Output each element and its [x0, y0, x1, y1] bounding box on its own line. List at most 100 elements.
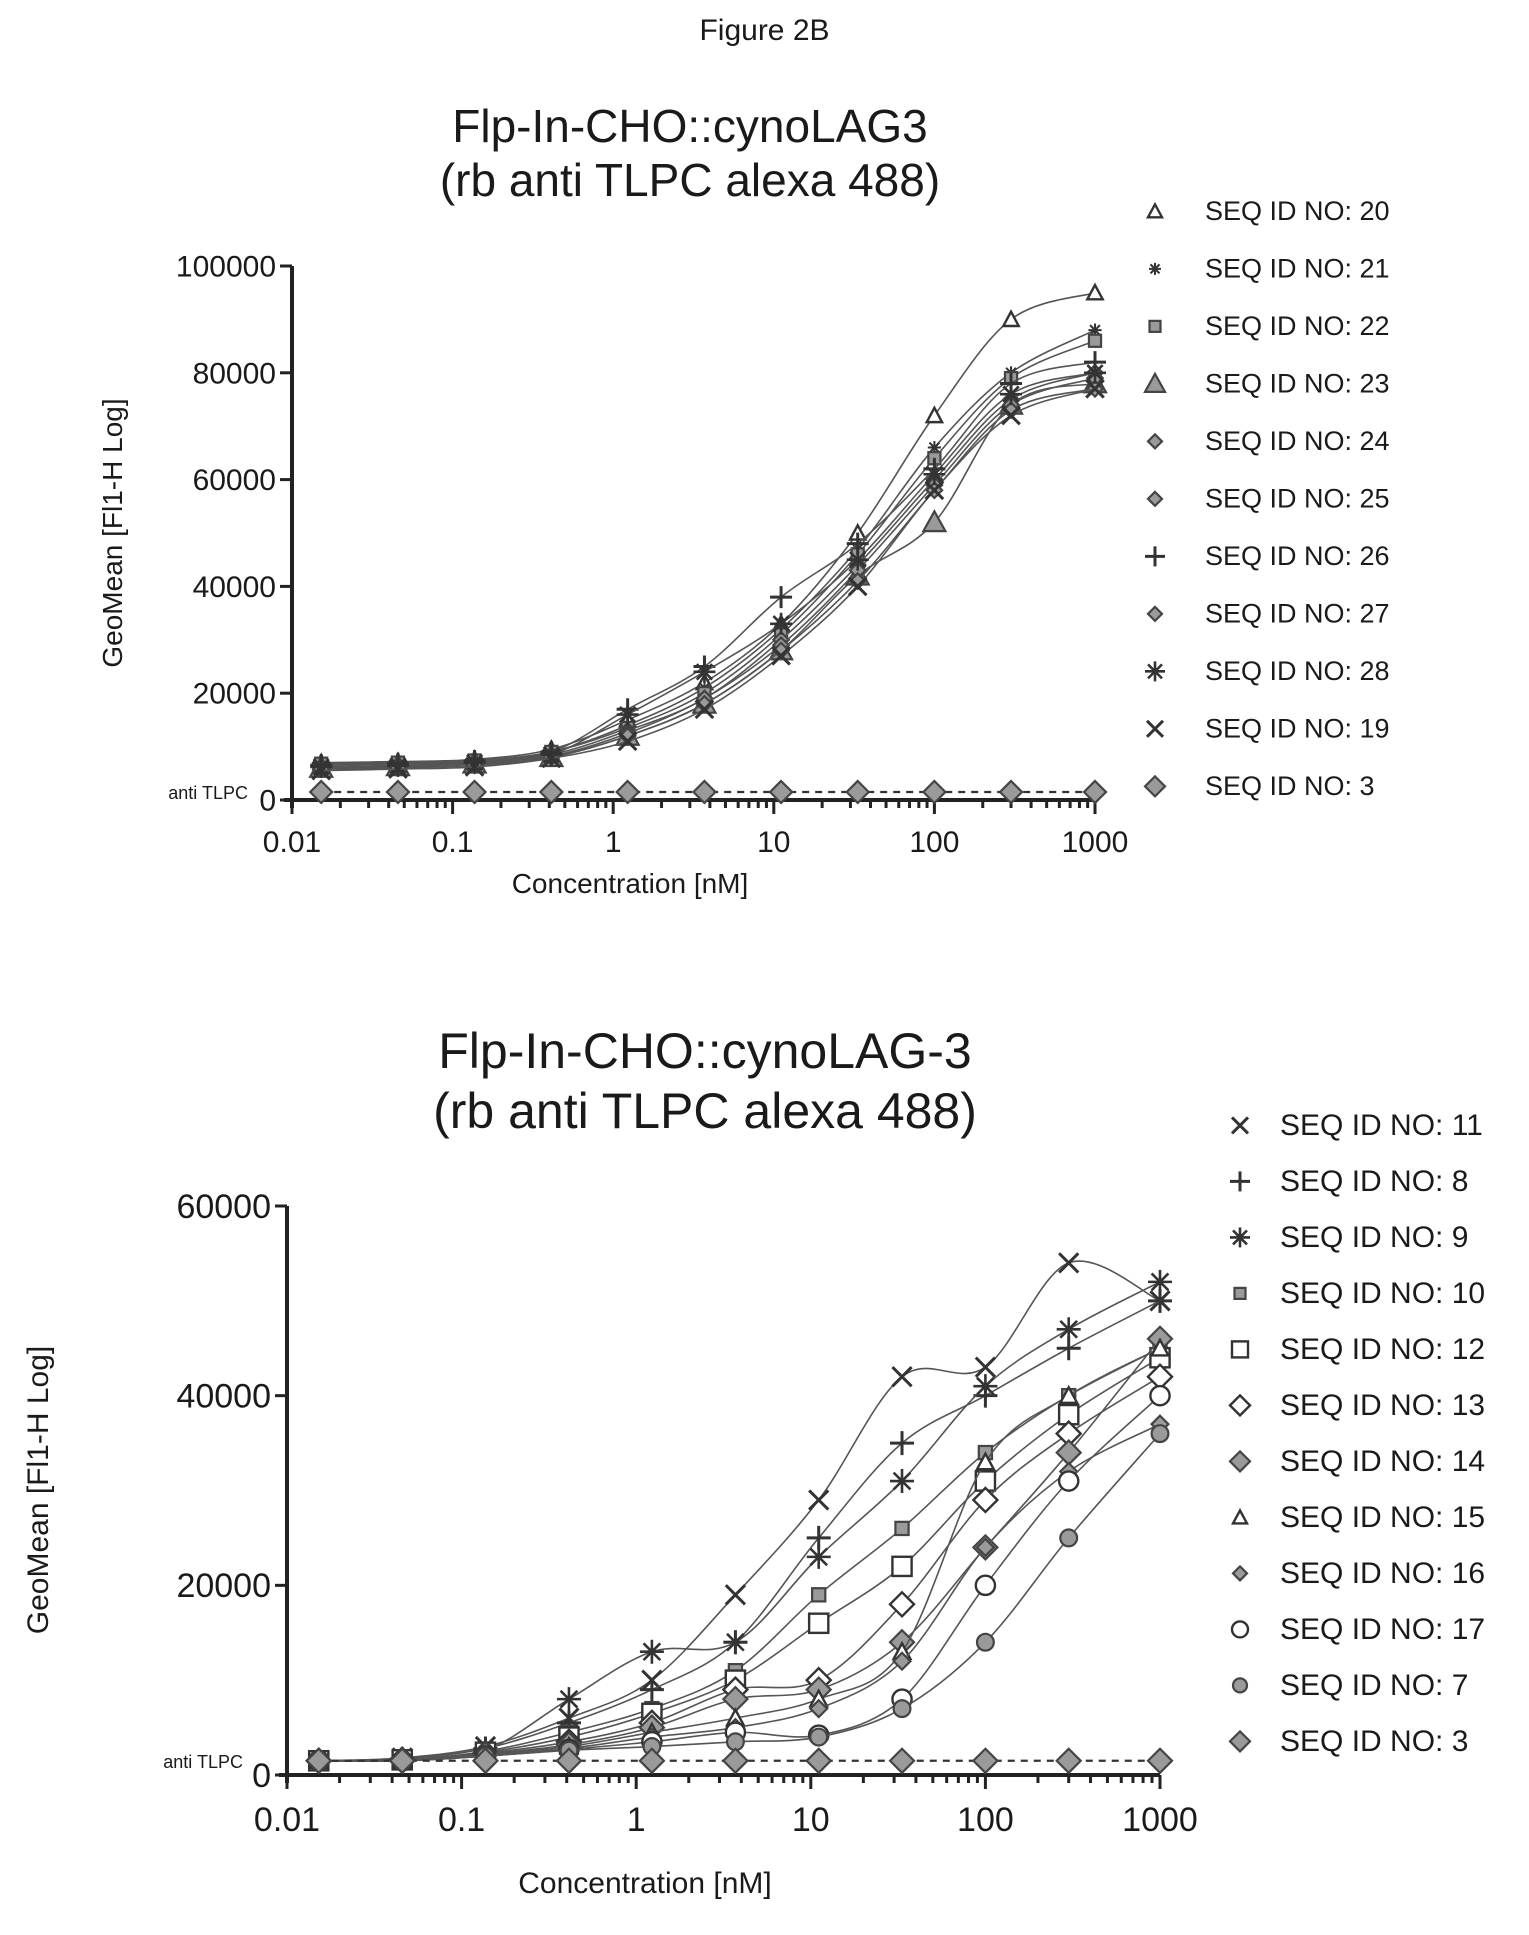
- data-point: [890, 1469, 915, 1494]
- data-point: [1088, 323, 1102, 337]
- data-point: [924, 405, 945, 424]
- data-point: [973, 1374, 998, 1399]
- legend-item: SEQ ID NO: 24: [1146, 426, 1390, 456]
- data-point: [770, 612, 793, 635]
- data-point: [1056, 1317, 1081, 1342]
- data-point: [971, 1486, 1000, 1514]
- data-point: [1058, 1252, 1080, 1274]
- y-tick-label: 100000: [176, 251, 276, 284]
- legend-label: SEQ ID NO: 14: [1280, 1445, 1485, 1478]
- legend-item: SEQ ID NO: 3: [1143, 771, 1375, 801]
- legend-label: SEQ ID NO: 24: [1205, 426, 1390, 456]
- legend-item: SEQ ID NO: 7: [1231, 1669, 1468, 1702]
- data-point: [639, 1677, 664, 1702]
- data-point: [974, 1574, 997, 1597]
- data-point: [1000, 383, 1023, 406]
- legend-marker: [1148, 319, 1162, 333]
- legend-label: SEQ ID NO: 25: [1205, 484, 1390, 514]
- data-point: [1057, 1470, 1080, 1492]
- data-point: [1058, 1384, 1080, 1405]
- chart-title: Flp-In-CHO::cynoLAG3: [452, 100, 927, 152]
- data-point: [890, 1431, 915, 1456]
- legend-label: SEQ ID NO: 20: [1205, 196, 1390, 226]
- legend-item: SEQ ID NO: 10: [1233, 1277, 1485, 1310]
- data-point: [806, 1544, 831, 1569]
- data-point: [386, 754, 409, 777]
- chart-title: Flp-In-CHO::cynoLAG-3: [438, 1023, 971, 1079]
- x-tick-label: 0.01: [263, 826, 321, 859]
- data-point: [639, 1639, 664, 1664]
- legend-item: SEQ ID NO: 23: [1143, 369, 1390, 399]
- legend-item: SEQ ID NO: 28: [1145, 656, 1390, 686]
- legend-item: SEQ ID NO: 14: [1228, 1445, 1485, 1478]
- series-fit-curve: [318, 1433, 1161, 1762]
- data-point: [921, 779, 947, 805]
- data-point: [1149, 1384, 1171, 1407]
- series-6: [305, 1363, 1174, 1775]
- data-point: [723, 1630, 748, 1655]
- legend-marker: [1230, 1620, 1250, 1639]
- data-point: [770, 586, 793, 609]
- y-tick-label: 60000: [176, 1188, 271, 1226]
- data-point: [768, 779, 794, 805]
- legend-label: SEQ ID NO: 3: [1205, 771, 1375, 801]
- legend-item: SEQ ID NO: 25: [1146, 484, 1390, 514]
- series-11: [308, 779, 1108, 805]
- legend-marker: [1146, 432, 1164, 450]
- chart-2: Flp-In-CHO::cynoLAG-3(rb anti TLPC alexa…: [22, 1023, 1485, 1900]
- legend-label: SEQ ID NO: 27: [1205, 599, 1390, 629]
- legend-label: SEQ ID NO: 22: [1205, 311, 1390, 341]
- data-point: [1082, 779, 1108, 805]
- data-point: [1055, 1747, 1083, 1775]
- legend-marker: [1230, 1116, 1250, 1135]
- x-tick-label: 10: [792, 1801, 830, 1839]
- series-fit-curve: [318, 1376, 1161, 1762]
- x-tick-label: 1: [605, 826, 622, 859]
- data-point: [310, 755, 333, 778]
- legend-marker: [1145, 201, 1165, 219]
- legend-marker: [1145, 661, 1165, 682]
- data-point: [846, 548, 869, 571]
- legend-item: SEQ ID NO: 11: [1230, 1109, 1483, 1142]
- legend-marker: [1145, 719, 1165, 738]
- legend-label: SEQ ID NO: 17: [1280, 1613, 1485, 1646]
- legend-item: SEQ ID NO: 26: [1145, 541, 1390, 571]
- legend-label: SEQ ID NO: 3: [1280, 1725, 1468, 1758]
- y-tick-label: 80000: [193, 357, 276, 390]
- data-point: [388, 759, 408, 779]
- data-point: [541, 748, 562, 769]
- data-point: [891, 1366, 913, 1388]
- data-point: [888, 1590, 916, 1618]
- legend-item: SEQ ID NO: 22: [1148, 311, 1390, 341]
- data-point: [1001, 309, 1021, 328]
- figure-title: Figure 2B: [699, 14, 830, 47]
- data-point: [924, 480, 945, 501]
- data-point: [1001, 405, 1021, 426]
- data-point: [1150, 1424, 1170, 1444]
- y-tick-label: 40000: [176, 1378, 271, 1416]
- data-point: [848, 571, 867, 591]
- data-point: [811, 1587, 827, 1603]
- data-point: [311, 760, 332, 781]
- x-axis-label: Concentration [nM]: [512, 868, 749, 899]
- legend-label: SEQ ID NO: 21: [1205, 254, 1390, 284]
- data-point: [724, 1584, 747, 1606]
- legend-label: SEQ ID NO: 16: [1280, 1557, 1485, 1590]
- legend-marker: [1230, 1507, 1250, 1525]
- data-point: [538, 779, 564, 805]
- data-point: [974, 1451, 996, 1471]
- data-point: [771, 641, 791, 660]
- data-point: [618, 726, 637, 746]
- data-point: [1055, 1439, 1083, 1467]
- data-point: [845, 779, 871, 805]
- x-tick-label: 10: [757, 826, 790, 859]
- data-point: [808, 1489, 830, 1511]
- series-7: [305, 1325, 1174, 1775]
- legend-label: SEQ ID NO: 9: [1280, 1221, 1468, 1254]
- legend-label: SEQ ID NO: 19: [1205, 714, 1390, 744]
- data-point: [617, 731, 638, 752]
- legend-item: SEQ ID NO: 9: [1230, 1221, 1468, 1254]
- legend: SEQ ID NO: 11 SEQ ID NO: 8 SEQ ID NO: 9 SEQ…: [1228, 1109, 1485, 1758]
- x-tick-label: 0.1: [438, 1801, 485, 1839]
- data-point: [693, 660, 716, 683]
